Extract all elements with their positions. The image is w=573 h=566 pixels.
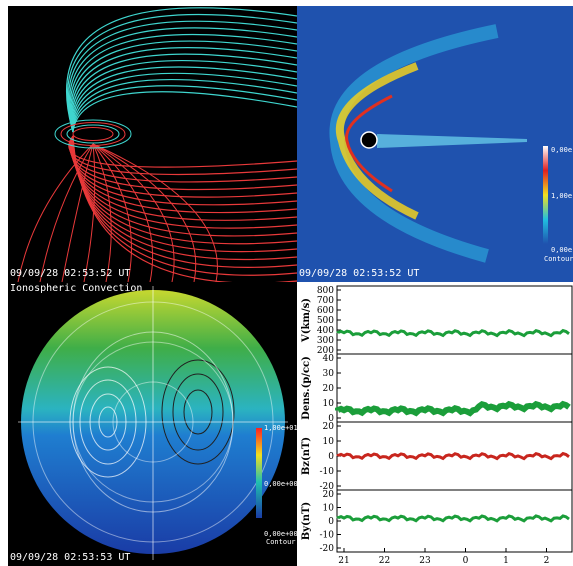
ionosphere-colorbar-top-label: 1,00e+01 — [264, 424, 297, 432]
y-axis-label: Bz(nT) — [301, 437, 312, 475]
ionosphere-plot — [18, 286, 288, 560]
x-tick-label: 22 — [379, 556, 390, 566]
y-axis-label: Dens.(p/cc) — [301, 356, 312, 420]
open-field-line — [67, 20, 297, 133]
solar-wind-plot-3: 20 10 0 -10 -20 By(nT) — [301, 489, 573, 554]
solar-wind-plots: 800700600500400300200V(km/s)403020100Den… — [301, 285, 573, 566]
x-tick-label: 21 — [338, 556, 349, 566]
solar-wind-panel: 800 700 600 500 400 300 200 V(km/s) 40 30 20 10 0 Den… — [297, 282, 573, 566]
y-tick-label: 500 — [317, 316, 334, 326]
y-tick-label: -10 — [320, 467, 335, 477]
density-colorbar-top-label: 0,00e — [551, 146, 573, 154]
ionosphere-colorbar-mid-label: 0,00e+00 — [264, 480, 297, 488]
y-tick-label: 20 — [323, 422, 335, 432]
plot-frame — [336, 489, 573, 553]
y-tick-label: 300 — [317, 336, 334, 346]
open-field-line — [72, 85, 297, 133]
closed-field-line — [83, 143, 96, 282]
density-colorbar-bottom-label: 0,00e — [551, 246, 573, 254]
x-tick-label: 1 — [503, 556, 509, 566]
y-tick-label: 30 — [323, 369, 335, 379]
plot-frame — [336, 285, 573, 355]
y-tick-label: -10 — [320, 531, 335, 541]
y-tick-label: 40 — [323, 354, 335, 364]
density-colorbar — [543, 146, 548, 244]
ionosphere-colorbar — [256, 428, 262, 518]
closed-field-line — [39, 143, 94, 282]
y-axis-label: V(km/s) — [301, 298, 312, 343]
closed-field-line — [92, 143, 132, 282]
bow-shock-inner — [335, 62, 419, 220]
y-tick-label: 400 — [317, 326, 334, 336]
y-tick-label: -20 — [320, 482, 335, 492]
closed-field-line — [72, 135, 297, 282]
ionosphere-title: Ionospheric Convection — [10, 283, 143, 294]
field-line-panel: 09/09/28 02:53:52 UT — [8, 6, 297, 282]
y-tick-label: 10 — [323, 437, 335, 447]
series-line — [336, 328, 570, 338]
open-field-line — [71, 53, 297, 133]
ionosphere-colorbar-bottom-label: 0,00e+00 — [264, 530, 297, 538]
x-tick-label: 2 — [544, 556, 550, 566]
closed-field-line — [17, 143, 94, 282]
open-field-line — [70, 47, 297, 133]
open-field-line — [70, 40, 297, 133]
y-tick-label: 200 — [317, 346, 334, 356]
open-field-line — [69, 33, 297, 133]
y-tick-label: 0 — [328, 414, 334, 424]
closed-field-line — [92, 143, 218, 282]
bow-shock-outer — [329, 24, 499, 263]
density-timestamp: 09/09/28 02:53:52 UT — [299, 268, 420, 279]
y-axis-label: By(nT) — [301, 502, 312, 540]
closed-field-line — [92, 143, 154, 282]
field-line-timestamp: 09/09/28 02:53:52 UT — [10, 268, 131, 279]
y-tick-label: 20 — [323, 384, 335, 394]
closed-field-line — [92, 143, 175, 282]
open-field-line — [72, 66, 297, 133]
y-tick-label: 0 — [328, 452, 334, 462]
y-tick-label: -20 — [320, 544, 335, 554]
x-tick-label: 23 — [419, 556, 431, 566]
closed-field-line — [92, 143, 112, 282]
y-tick-label: 10 — [323, 399, 335, 409]
density-colorbar-mid-label: 1,00e — [551, 192, 573, 200]
open-field-line — [65, 7, 297, 133]
field-line-plot — [17, 7, 297, 282]
dayside-loop — [60, 122, 126, 146]
y-tick-label: 20 — [323, 490, 335, 500]
density-panel: 0,00e 1,00e 0,00e Contour 09/09/28 02:53… — [297, 6, 573, 282]
earth-occulting-disk — [360, 131, 378, 149]
density-colorbar-contour-label: Contour — [544, 255, 573, 263]
open-field-line — [71, 59, 297, 133]
dayside-loop — [72, 127, 114, 141]
solar-wind-plot-2: 20 10 0 -10 -20 Bz(nT) — [301, 421, 573, 492]
dayside-loop — [54, 119, 132, 149]
series-line — [336, 451, 570, 461]
closed-field-line — [92, 143, 197, 282]
solar-wind-plot-1: 40 30 20 10 0 Dens.(p/cc) — [301, 353, 573, 424]
series-line — [335, 400, 571, 417]
bow-shock-core — [345, 94, 393, 193]
y-tick-label: 0 — [328, 517, 334, 527]
magnetotail — [377, 134, 527, 148]
open-field-line — [72, 72, 297, 133]
ionosphere-colorbar-contour-label: Contour — [266, 538, 296, 546]
series-line — [336, 514, 570, 523]
y-tick-label: 10 — [323, 504, 335, 514]
dayside-loop — [66, 124, 120, 144]
y-tick-label: 700 — [317, 296, 334, 306]
x-tick-label: 0 — [463, 556, 469, 566]
y-tick-label: 600 — [317, 306, 334, 316]
open-field-line — [66, 13, 297, 133]
open-field-line — [72, 91, 297, 133]
open-field-line — [68, 27, 297, 133]
closed-field-line — [68, 135, 297, 168]
y-tick-label: 800 — [317, 286, 334, 296]
ionosphere-panel: Ionospheric Convection — [8, 282, 297, 566]
ionosphere-timestamp: 09/09/28 02:53:53 UT — [10, 552, 131, 563]
density-plot — [329, 24, 548, 263]
closed-field-line — [61, 143, 94, 282]
open-field-line — [72, 78, 297, 133]
